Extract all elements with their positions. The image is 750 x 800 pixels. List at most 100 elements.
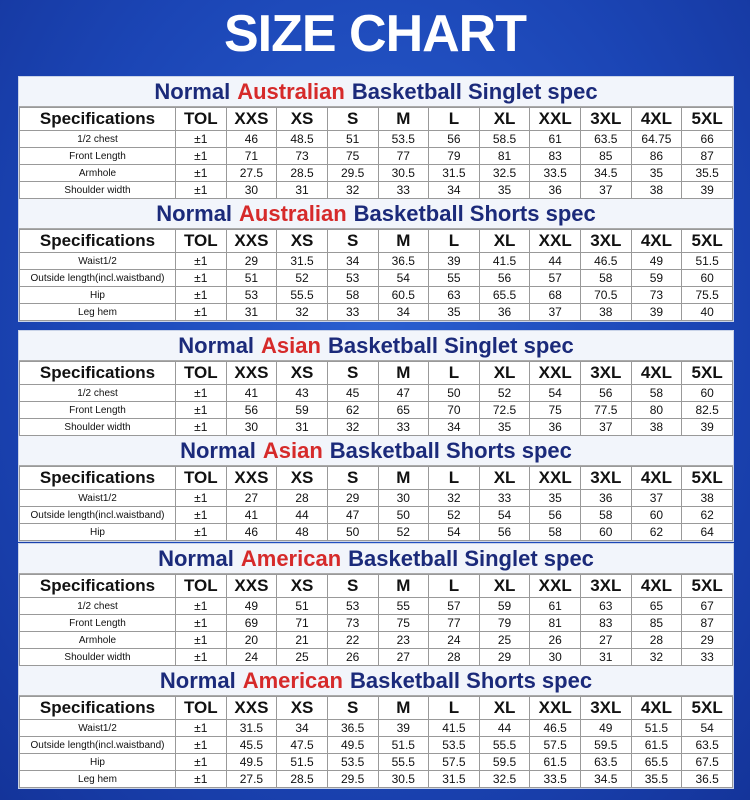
cell: Leg hem: [19, 303, 176, 321]
column-header: TOL: [175, 107, 227, 131]
cell: 73: [276, 147, 328, 165]
column-header: XXS: [225, 696, 278, 720]
cell: 1/2 chest: [19, 384, 176, 402]
cell: 35.5: [681, 164, 733, 182]
cell: 53: [326, 269, 379, 287]
cell: 34.5: [580, 164, 632, 182]
cell: 31: [580, 648, 632, 666]
cell: ±1: [175, 648, 227, 666]
column-header: S: [326, 574, 379, 598]
data-row: Waist1/2 ±1 31.5 34 36.5 39 41.5 44 46.5 49 51.5 54: [19, 719, 733, 737]
cell: 80: [630, 401, 683, 419]
cell: 63: [428, 286, 480, 304]
data-row: Outside length(incl.waistband) ±1 51 52 53 54…: [19, 269, 733, 287]
column-header: 5XL: [681, 361, 733, 385]
column-header: 5XL: [681, 229, 733, 253]
title-part: Normal: [158, 545, 234, 571]
cell: 24: [225, 648, 278, 666]
cell: ±1: [175, 770, 227, 788]
cell: 49: [630, 252, 683, 270]
cell: 36: [529, 418, 581, 436]
column-header: XL: [478, 229, 531, 253]
header-row: Specifications TOL XXS XS S M L XL XXL 3XL 4XL 5XL: [19, 361, 733, 385]
column-header: 5XL: [681, 574, 733, 598]
column-header: TOL: [175, 229, 227, 253]
cell: 32: [326, 418, 379, 436]
cell: 86: [630, 147, 683, 165]
cell: 54: [428, 523, 480, 541]
cell: 33: [377, 181, 430, 199]
cell: 60: [681, 269, 733, 287]
title-part: Normal: [156, 200, 233, 226]
cell: 27.5: [225, 164, 278, 182]
cell: 36: [529, 181, 581, 199]
cell: 28.5: [276, 164, 328, 182]
column-header: 4XL: [630, 361, 683, 385]
cell: 64.75: [630, 130, 683, 148]
cell: 25: [478, 631, 531, 649]
cell: 83: [529, 147, 581, 165]
cell: 70.5: [580, 286, 632, 304]
cell: 29: [225, 252, 278, 270]
cell: 49.5: [225, 753, 278, 771]
header-row: Specifications TOL XXS XS S M L XL XXL 3XL 4XL 5XL: [19, 229, 733, 253]
cell: 51: [276, 597, 328, 615]
cell: 35: [428, 303, 480, 321]
cell: 45.5: [225, 736, 278, 754]
data-row: Leg hem ±1 27.5 28.5 29.5 30.5 31.5 32.5 33.5 34.…: [19, 770, 733, 788]
cell: 31: [276, 418, 328, 436]
cell: 52: [276, 269, 328, 287]
cell: 62: [681, 506, 733, 524]
cell: 31.5: [225, 719, 278, 737]
cell: 50: [326, 523, 379, 541]
cell: ±1: [175, 286, 227, 304]
column-header: Specifications: [19, 574, 176, 598]
cell: 36: [478, 303, 531, 321]
column-header: M: [377, 574, 430, 598]
column-header: XL: [478, 574, 531, 598]
cell: 46.5: [529, 719, 581, 737]
title-part: Normal: [154, 78, 231, 104]
data-row: Outside length(incl.waistband) ±1 41 44 47 50…: [19, 506, 733, 524]
cell: 65: [377, 401, 430, 419]
table-title: Normal Asian Basketball Singlet spec: [19, 331, 733, 361]
cell: 81: [478, 147, 531, 165]
cell: 54: [478, 506, 531, 524]
cell: ±1: [175, 269, 227, 287]
title-part: Basketball Shorts spec: [329, 437, 572, 463]
cell: 75.5: [681, 286, 733, 304]
cell: 61.5: [529, 753, 581, 771]
cell: 26: [326, 648, 379, 666]
cell: 83: [580, 614, 632, 632]
cell: 58: [580, 506, 632, 524]
cell: 39: [681, 181, 733, 199]
title-part: Asian: [262, 437, 323, 463]
column-header: 5XL: [681, 107, 733, 131]
cell: Leg hem: [19, 770, 176, 788]
column-header: XS: [276, 696, 328, 720]
cell: 65.5: [630, 753, 683, 771]
column-header: XXS: [225, 466, 278, 490]
cell: 34: [428, 181, 480, 199]
cell: 30.5: [377, 770, 430, 788]
cell: Shoulder width: [19, 648, 176, 666]
cell: 41.5: [428, 719, 480, 737]
cell: 54: [681, 719, 733, 737]
cell: 47: [377, 384, 430, 402]
column-header: L: [428, 361, 480, 385]
cell: 72.5: [478, 401, 531, 419]
column-header: M: [377, 229, 430, 253]
cell: 53: [225, 286, 278, 304]
cell: 30.5: [377, 164, 430, 182]
cell: 67: [681, 597, 733, 615]
cell: 29.5: [326, 164, 379, 182]
cell: 36.5: [681, 770, 733, 788]
cell: 46: [225, 130, 278, 148]
column-header: Specifications: [19, 466, 176, 490]
title-part: Asian: [261, 332, 321, 358]
cell: ±1: [175, 384, 227, 402]
cell: 55.5: [478, 736, 531, 754]
cell: 44: [529, 252, 581, 270]
cell: ±1: [175, 489, 227, 507]
column-header: XXL: [529, 696, 581, 720]
